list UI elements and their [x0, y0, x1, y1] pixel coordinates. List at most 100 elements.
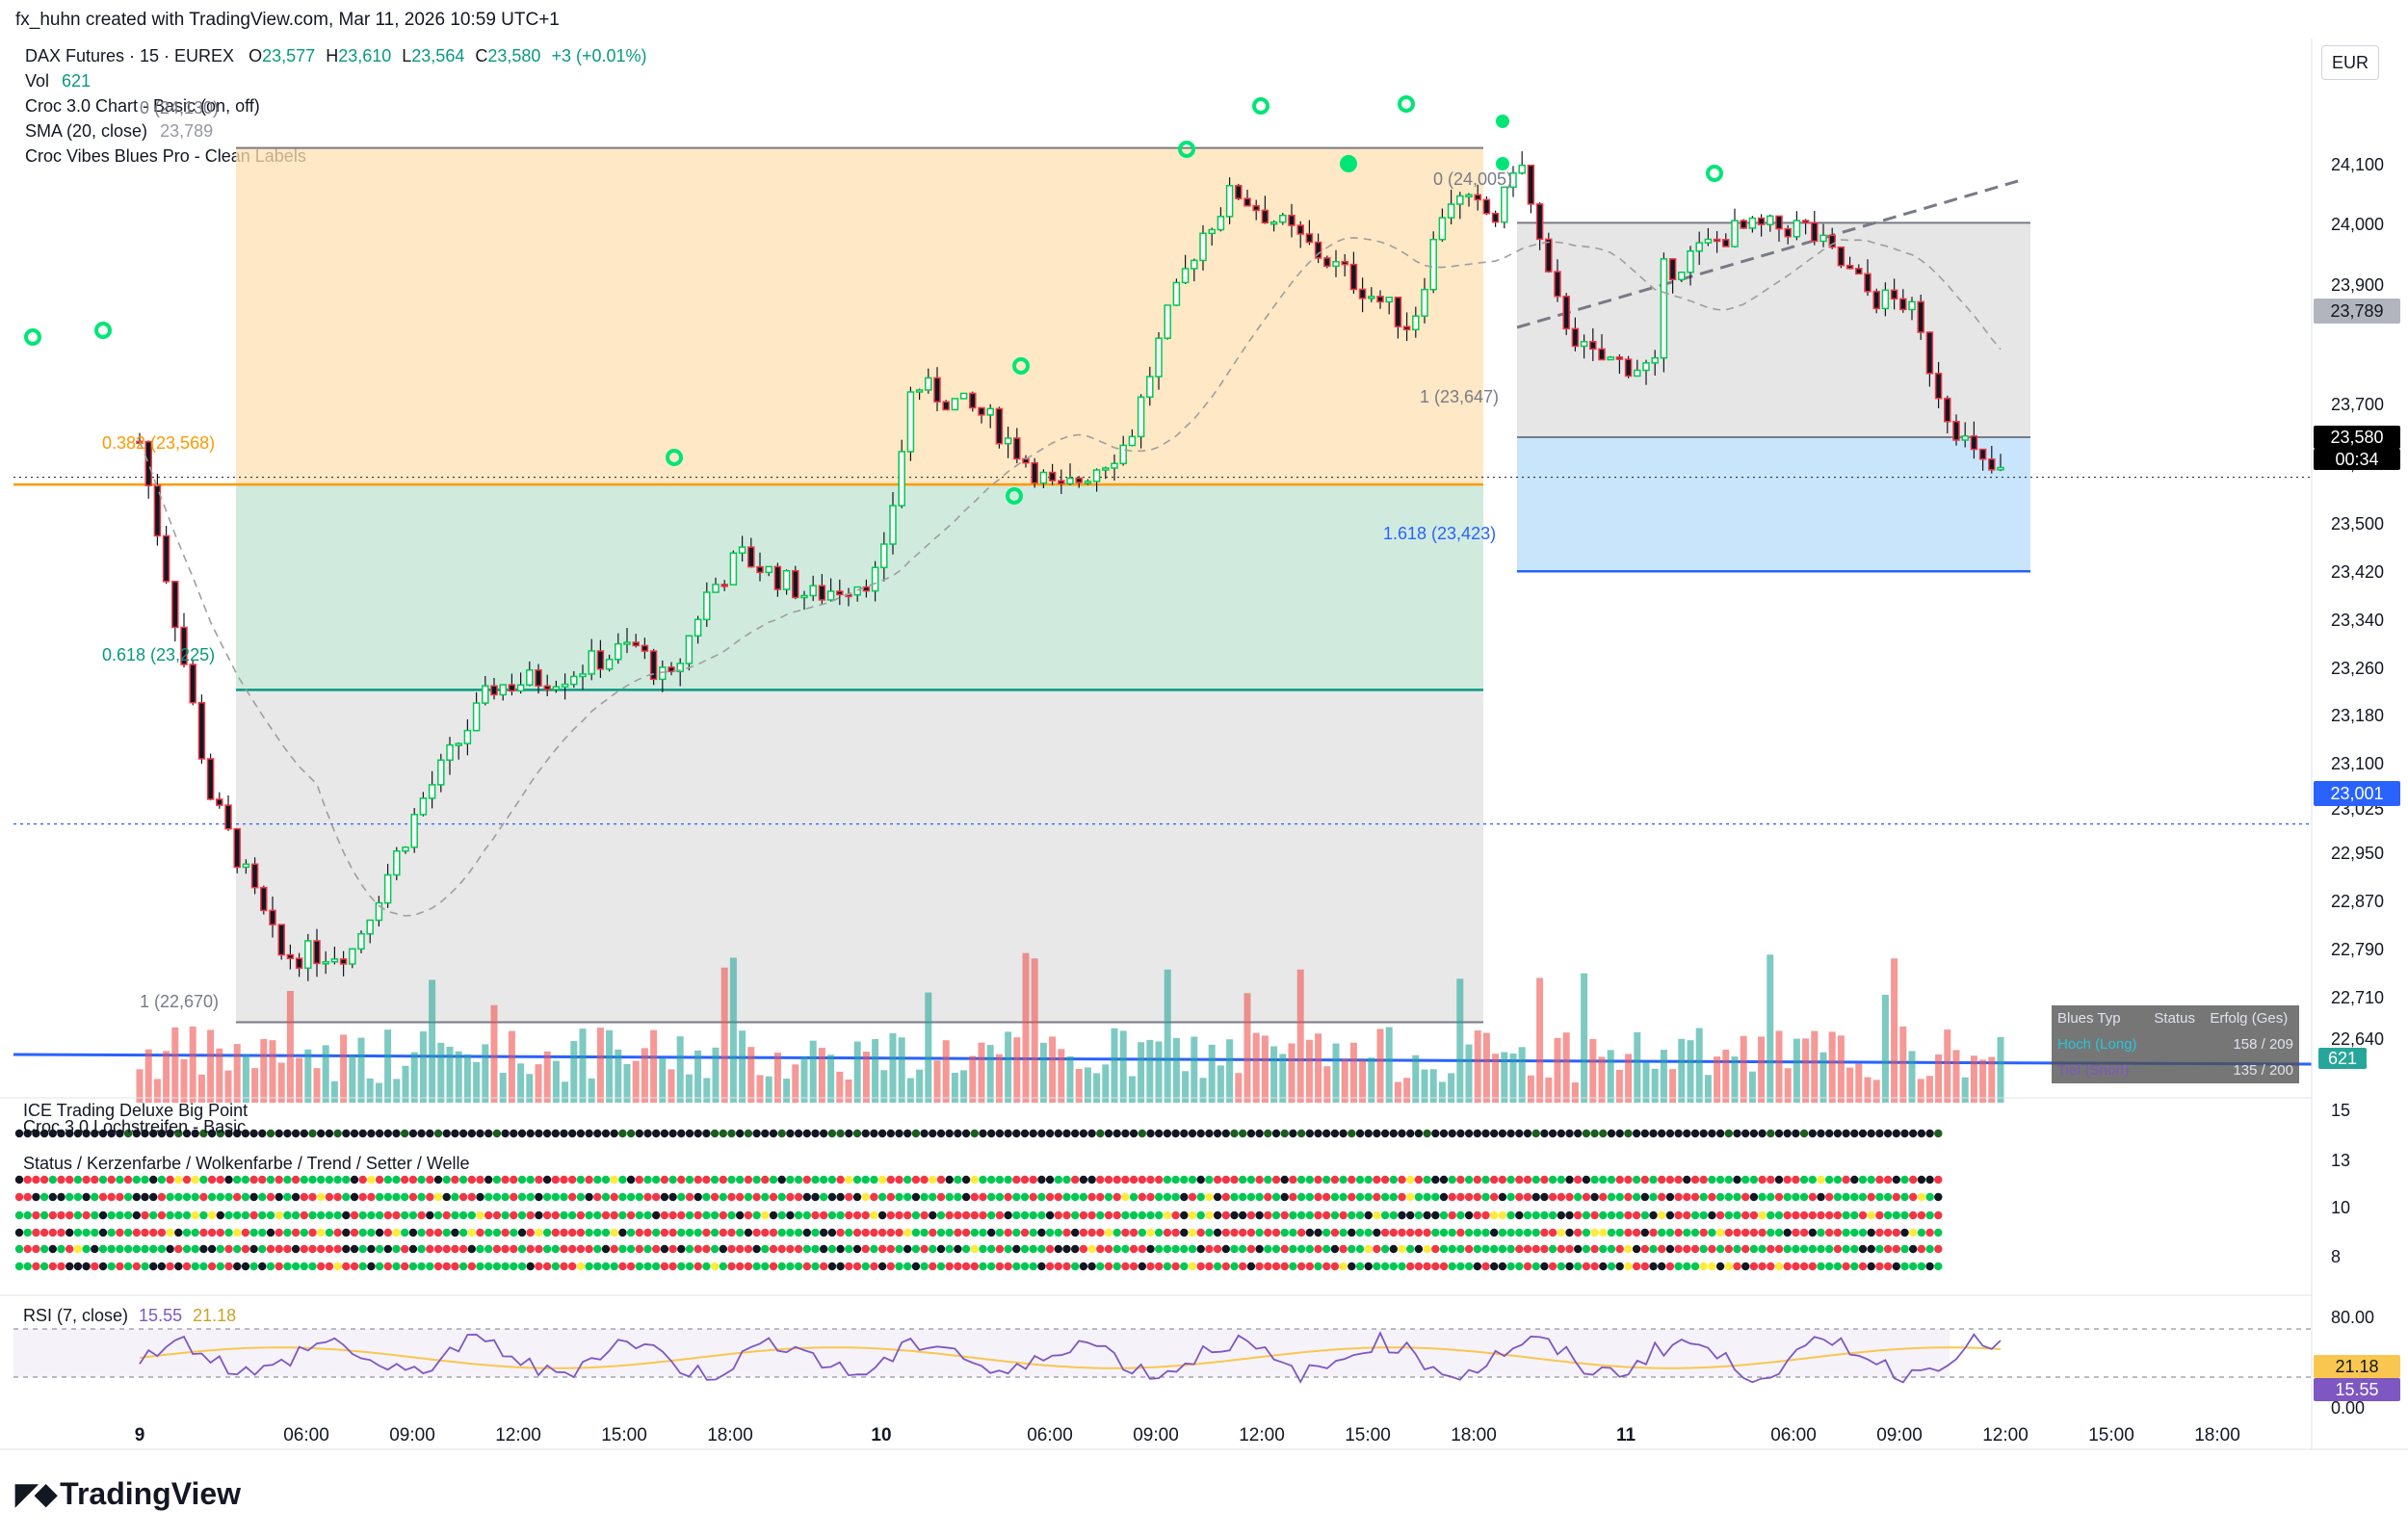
status-dot	[1615, 1244, 1624, 1254]
status-dot	[91, 1228, 99, 1237]
status-dot	[383, 1228, 392, 1237]
price-tick: 22,950	[2331, 844, 2385, 864]
croc-chart-legend[interactable]: Croc 3.0 Chart - Basic (on, off)	[25, 96, 260, 117]
status-dot	[1632, 1211, 1641, 1220]
volume-bar	[1678, 1038, 1686, 1103]
candle-body	[1784, 227, 1792, 238]
status-dot	[258, 1129, 267, 1138]
status-dot	[383, 1175, 392, 1185]
status-dot	[1380, 1228, 1390, 1237]
status-dot	[877, 1211, 887, 1220]
candle	[1092, 468, 1101, 492]
status-dot	[1171, 1175, 1180, 1185]
status-dot	[1314, 1129, 1322, 1138]
status-dot	[1783, 1262, 1792, 1271]
croc-vibes-legend[interactable]: Croc Vibes Blues Pro - Clean Labels	[25, 146, 306, 167]
status-dot-row	[14, 1262, 1943, 1271]
status-dot	[1883, 1211, 1893, 1220]
status-dot	[65, 1175, 74, 1185]
status-dot	[761, 1129, 770, 1138]
status-dot	[752, 1175, 761, 1185]
status-dot	[668, 1211, 677, 1220]
symbol-legend[interactable]: DAX Futures · 15 · EUREX O23,577 H23,610…	[25, 46, 647, 66]
status-dot	[761, 1175, 770, 1185]
status-dot	[593, 1175, 602, 1185]
candle	[933, 367, 941, 412]
volume-bar	[357, 1037, 365, 1103]
status-dot	[769, 1228, 778, 1237]
status-dot	[401, 1192, 409, 1202]
candle	[747, 537, 755, 568]
status-dot	[367, 1129, 376, 1138]
candle-body	[1421, 288, 1428, 317]
status-dot	[1574, 1211, 1583, 1220]
stats-header-row: Blues Typ Status Erfolg (Ges)	[2052, 1005, 2299, 1031]
status-dot	[1833, 1175, 1843, 1185]
candle-body	[1314, 241, 1322, 259]
rsi-legend[interactable]: RSI (7, close) 15.55 21.18	[23, 1306, 236, 1326]
status-dot	[1087, 1192, 1096, 1202]
status-dot	[877, 1244, 887, 1254]
status-dot	[1146, 1175, 1155, 1185]
status-dot	[685, 1129, 694, 1138]
candle-body	[862, 586, 871, 592]
candle-body	[703, 591, 711, 621]
status-dot	[1540, 1129, 1549, 1138]
status-dot	[526, 1228, 535, 1237]
symbol-name[interactable]: DAX Futures · 15 · EUREX	[25, 46, 235, 65]
status-dot	[1548, 1192, 1557, 1202]
status-dot	[593, 1262, 602, 1271]
currency-selector[interactable]: EUR	[2321, 45, 2379, 80]
status-dot	[1029, 1228, 1037, 1237]
candle-body	[269, 909, 276, 925]
status-dot	[1456, 1244, 1465, 1254]
candle-body	[1580, 341, 1588, 348]
status-dot	[526, 1211, 535, 1220]
candle-body	[1501, 186, 1508, 223]
status-dot	[1615, 1211, 1624, 1220]
candle-body	[1261, 209, 1269, 224]
status-dot	[1799, 1192, 1809, 1202]
candle	[641, 638, 649, 660]
candle	[455, 742, 462, 760]
status-dot	[852, 1175, 862, 1185]
status-dot	[1062, 1244, 1071, 1254]
status-dot	[1087, 1129, 1096, 1138]
status-dot	[1322, 1244, 1331, 1254]
status-dot	[1112, 1211, 1121, 1220]
status-dot	[501, 1244, 510, 1254]
candle-body	[1624, 358, 1633, 377]
sma-legend[interactable]: SMA (20, close) 23,789	[25, 121, 213, 142]
status-dot	[1473, 1244, 1482, 1254]
candle-body	[535, 669, 542, 687]
status-dot	[660, 1228, 669, 1237]
status-dot	[1842, 1129, 1850, 1138]
candle-body	[455, 742, 462, 746]
candle-body	[1447, 203, 1455, 219]
candle	[295, 952, 303, 977]
candle-body	[915, 389, 924, 393]
candle	[1961, 422, 1969, 448]
status-dot	[786, 1244, 795, 1254]
status-dot	[551, 1192, 560, 1202]
volume-bar	[720, 967, 728, 1103]
status-dot	[1330, 1211, 1340, 1220]
status-dot	[1373, 1192, 1381, 1202]
candle-body	[1793, 220, 1801, 238]
candle	[330, 947, 339, 965]
candle	[1775, 215, 1783, 242]
candle-body	[472, 702, 481, 732]
status-dot	[1665, 1228, 1675, 1237]
volume-bar	[349, 1054, 356, 1103]
status-dot	[510, 1228, 518, 1237]
volume-legend[interactable]: Vol 621	[25, 71, 91, 91]
status-dot	[375, 1192, 384, 1202]
status-dot	[1196, 1129, 1205, 1138]
status-dot	[1188, 1211, 1197, 1220]
volume-bar	[1925, 1076, 1933, 1103]
status-dot	[1380, 1262, 1390, 1271]
status-dot	[32, 1129, 40, 1138]
status-dot	[65, 1262, 74, 1271]
status-dot	[342, 1192, 351, 1202]
